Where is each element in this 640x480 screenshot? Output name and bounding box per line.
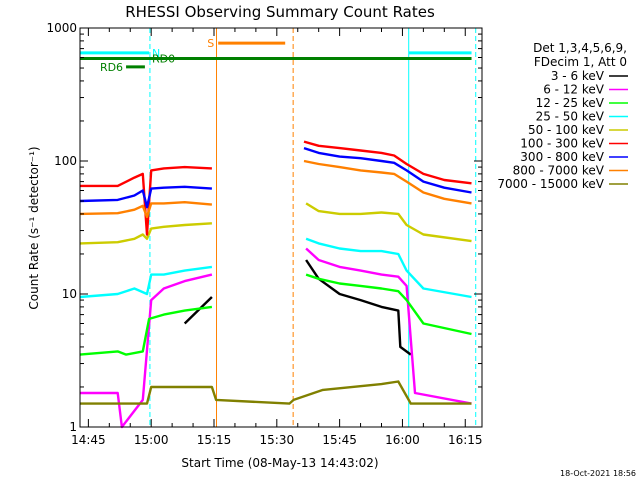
legend-entry-label: 25 - 50 keV: [536, 110, 605, 124]
footer-timestamp: 18-Oct-2021 18:56: [560, 469, 636, 478]
legend-entry-label: 300 - 800 keV: [520, 150, 604, 164]
x-tick-label: 16:15: [448, 433, 483, 447]
x-tick-label: 15:15: [197, 433, 232, 447]
x-tick-label: 14:45: [71, 433, 106, 447]
y-tick-label: 1: [69, 420, 77, 434]
series-line: [80, 140, 472, 236]
x-axis-label: Start Time (08-May-13 14:43:02): [181, 456, 378, 470]
annotation-label: RD6: [100, 61, 123, 74]
series-line: [79, 146, 472, 209]
y-tick-label: 1000: [46, 21, 77, 35]
series-line: [79, 273, 472, 356]
legend-entry-label: 12 - 25 keV: [536, 96, 605, 110]
legend-header-line: FDecim 1, Att 0: [534, 55, 627, 69]
annotation-label: RD0: [152, 52, 175, 65]
legend-entry-label: 7000 - 15000 keV: [497, 177, 604, 191]
legend-entry-label: 100 - 300 keV: [520, 137, 604, 151]
legend-entry-label: 50 - 100 keV: [528, 123, 605, 137]
series-line: [80, 247, 472, 429]
legend-header-line: Det 1,3,4,5,6,9,: [533, 41, 627, 55]
annotation-label: S: [207, 37, 214, 50]
x-tick-label: 15:45: [322, 433, 357, 447]
series-line: [80, 380, 472, 405]
series-line: [79, 159, 472, 219]
plot-frame: [79, 27, 483, 428]
y-axis-label: Count Rate (s⁻¹ detector⁻¹): [27, 146, 41, 309]
series-line: [79, 237, 472, 299]
x-tick-label: 15:00: [134, 433, 169, 447]
chart-title: RHESSI Observing Summary Count Rates: [125, 3, 435, 21]
y-tick-label: 100: [54, 154, 77, 168]
x-tick-label: 15:30: [260, 433, 295, 447]
legend-entry-label: 3 - 6 keV: [551, 69, 605, 83]
series-line: [79, 202, 472, 245]
legend-entry-label: 6 - 12 keV: [543, 83, 605, 97]
y-tick-label: 10: [62, 287, 77, 301]
x-tick-label: 16:00: [385, 433, 420, 447]
series-line: [183, 259, 412, 356]
legend-entry-label: 800 - 7000 keV: [513, 164, 605, 178]
annotation-label: N: [152, 47, 160, 60]
